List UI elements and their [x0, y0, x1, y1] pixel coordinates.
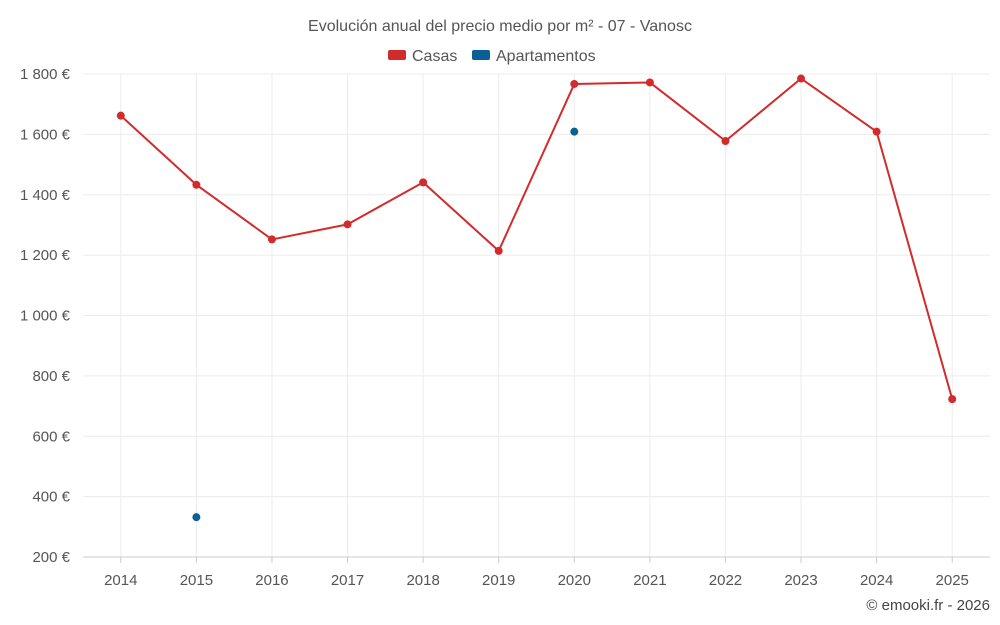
x-tick-label: 2017 — [331, 572, 364, 589]
legend-label-casas: Casas — [412, 48, 457, 65]
axes: 200 € 400 € 600 € 800 € 1 000 € 1 200 € 1 400 … — [20, 66, 990, 589]
y-tick-label: 1 200 € — [20, 247, 71, 264]
grid — [83, 73, 990, 557]
series — [116, 74, 957, 522]
data-point-casas-2025[interactable] — [948, 395, 957, 404]
y-tick-label: 200 € — [32, 549, 70, 566]
x-tick-label: 2024 — [860, 572, 893, 589]
x-tick-label: 2020 — [558, 572, 591, 589]
y-tick-label: 400 € — [32, 489, 70, 506]
chart-title: Evolución anual del precio medio por m² … — [308, 18, 692, 35]
y-tick-label: 600 € — [32, 428, 70, 445]
data-point-casas-2018[interactable] — [419, 178, 428, 187]
data-point-casas-2015[interactable] — [192, 180, 201, 189]
x-tick-label: 2016 — [255, 572, 288, 589]
x-tick-label: 2025 — [936, 572, 969, 589]
series-line-casas — [120, 77, 954, 400]
legend-item-apartamentos[interactable]: Apartamentos — [472, 48, 596, 65]
x-tick-label: 2021 — [633, 572, 666, 589]
data-point-casas-2024[interactable] — [872, 127, 881, 136]
x-tick-label: 2015 — [180, 572, 213, 589]
y-tick-label: 1 000 € — [20, 308, 71, 325]
credit-text: © emooki.fr - 2026 — [866, 597, 990, 614]
y-tick-label: 1 600 € — [20, 126, 71, 143]
data-point-casas-2021[interactable] — [645, 78, 654, 87]
y-tick-label: 800 € — [32, 368, 70, 385]
y-tick-label: 1 800 € — [20, 66, 71, 83]
data-point-casas-2020[interactable] — [570, 79, 579, 88]
data-point-apartamentos-2015[interactable] — [192, 513, 201, 522]
x-tick-label: 2018 — [406, 572, 439, 589]
x-tick-label: 2014 — [104, 572, 137, 589]
legend: Casas Apartamentos — [388, 48, 596, 65]
legend-swatch-apartamentos — [472, 50, 490, 60]
data-point-casas-2016[interactable] — [267, 235, 276, 244]
data-point-casas-2019[interactable] — [494, 246, 503, 255]
data-point-casas-2022[interactable] — [721, 137, 730, 146]
data-point-apartamentos-2020[interactable] — [570, 127, 579, 136]
legend-swatch-casas — [388, 50, 406, 60]
x-tick-label: 2022 — [709, 572, 742, 589]
data-point-casas-2023[interactable] — [797, 74, 806, 83]
legend-label-apartamentos: Apartamentos — [496, 48, 596, 65]
y-tick-label: 1 400 € — [20, 187, 71, 204]
data-point-casas-2014[interactable] — [116, 111, 125, 120]
data-point-casas-2017[interactable] — [343, 220, 352, 229]
x-tick-label: 2019 — [482, 572, 515, 589]
legend-item-casas[interactable]: Casas — [388, 48, 457, 65]
x-tick-label: 2023 — [784, 572, 817, 589]
